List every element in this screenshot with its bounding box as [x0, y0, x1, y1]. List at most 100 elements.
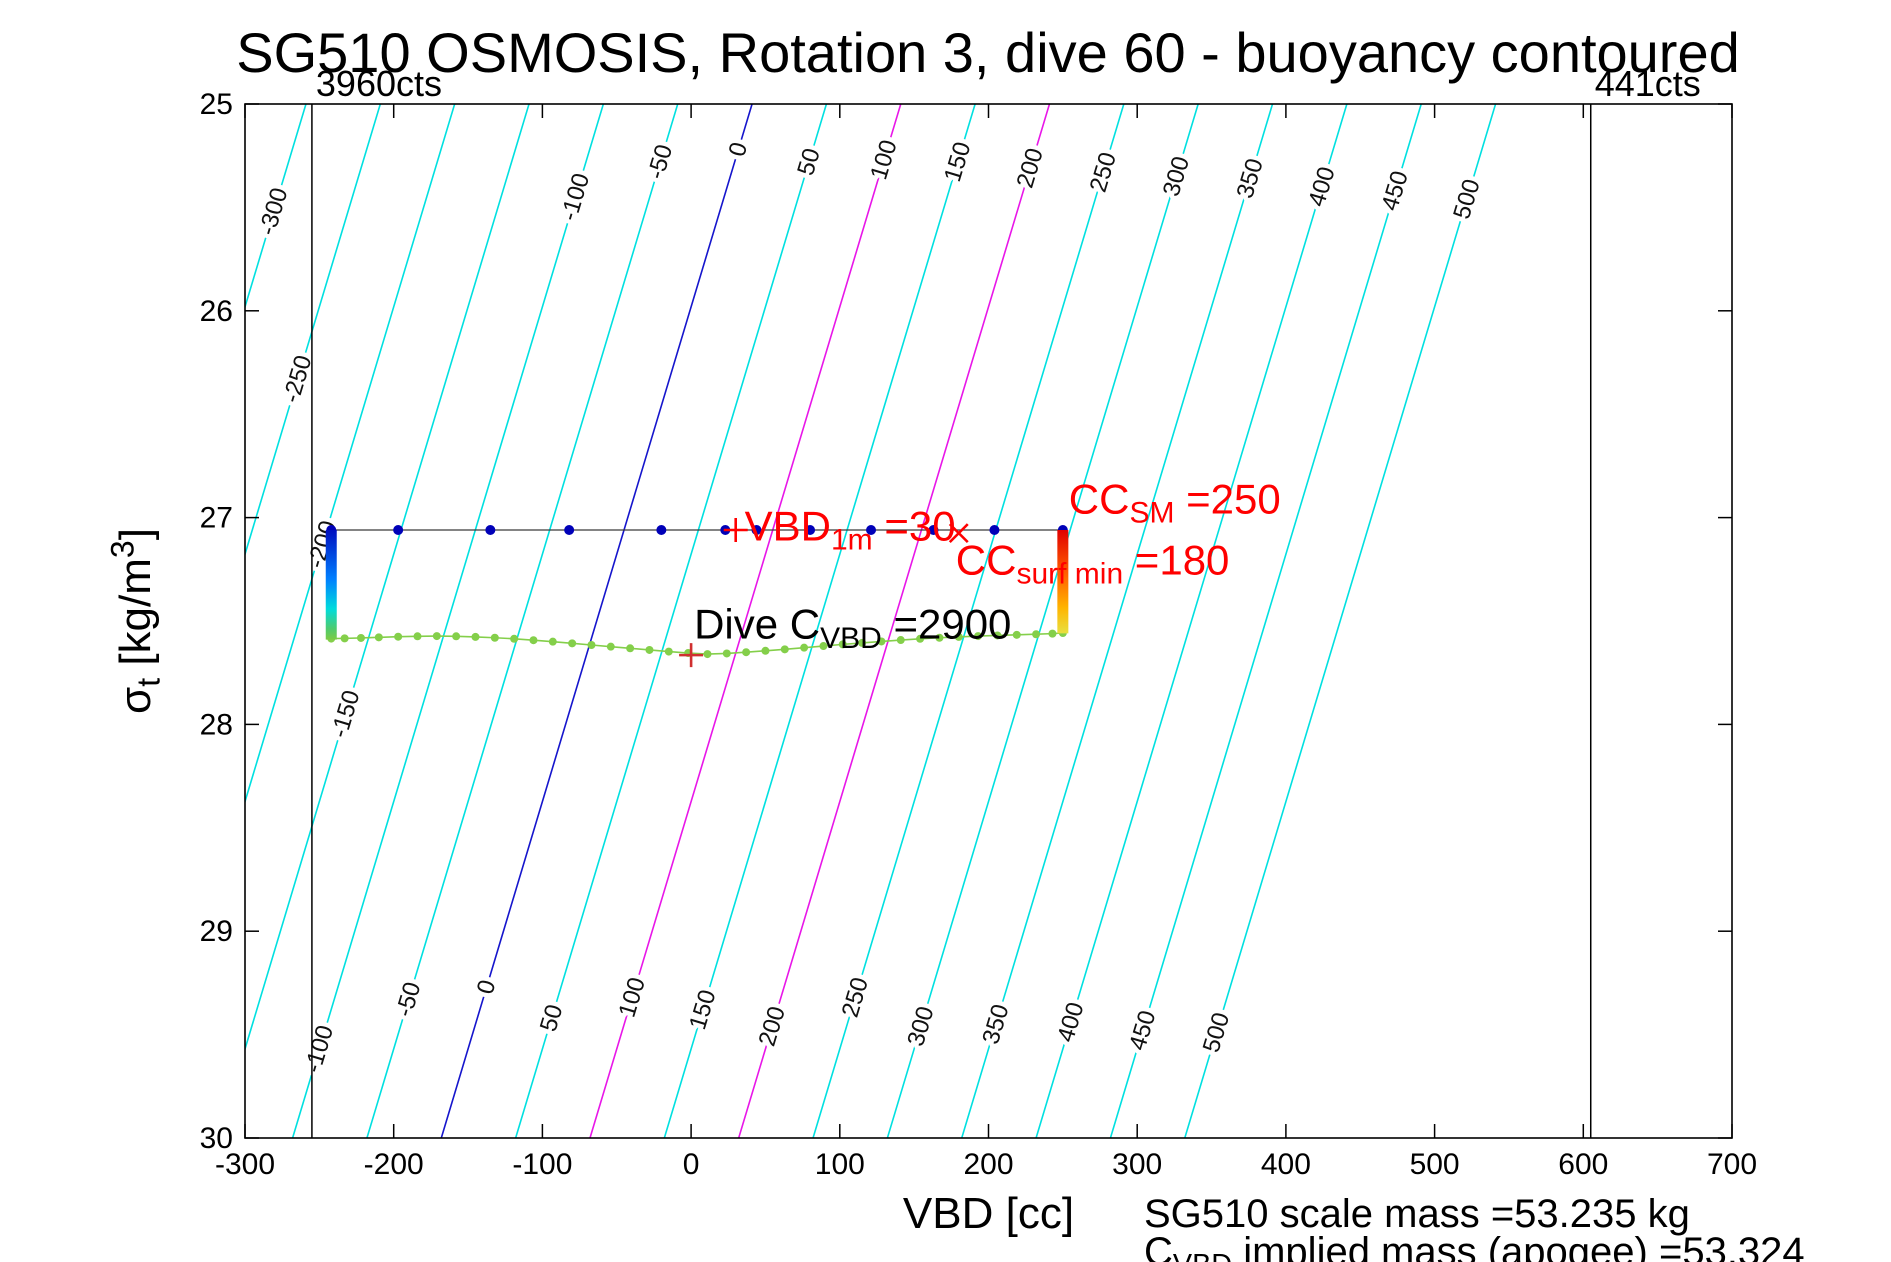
contour-line--200	[245, 104, 456, 805]
contour-label-50: 50	[535, 1001, 569, 1034]
x-tick-label: -300	[215, 1148, 275, 1181]
dive-cvbd-marker	[679, 643, 704, 668]
contour-line-500	[1184, 104, 1497, 1138]
surface-track-point	[564, 525, 575, 536]
contour-line-50	[514, 104, 828, 1138]
surface-track-point	[928, 525, 939, 536]
cc-surf-min-marker	[948, 523, 969, 544]
contour-label-500: 500	[1198, 1009, 1235, 1055]
dive-track-point	[993, 631, 1002, 640]
surface-track-point	[656, 525, 667, 536]
dive-track-point	[819, 642, 828, 651]
contour-label-100: 100	[614, 974, 651, 1020]
annotation-cc-surf-min: CCsurf min =180	[956, 536, 1230, 590]
contour-label-500: 500	[1448, 176, 1485, 222]
dive-track-point	[761, 646, 770, 655]
dive-track-point	[1048, 629, 1057, 638]
dive-track-point	[664, 647, 673, 656]
x-axis-label: VBD [cc]	[903, 1189, 1074, 1238]
vbd-1m-marker	[723, 518, 748, 543]
chart-title: SG510 OSMOSIS, Rotation 3, dive 60 - buo…	[236, 21, 1740, 84]
x-tick-label: 400	[1261, 1148, 1311, 1181]
dive-track-point	[645, 645, 654, 654]
dive-track-point	[356, 633, 365, 642]
y-axis-label: σt [kg/m3]	[104, 528, 166, 714]
contour-line-0	[440, 104, 753, 1138]
contour-line-200	[737, 104, 1051, 1138]
y-tick-label: 25	[200, 88, 233, 121]
dive-track-point	[954, 632, 963, 641]
contour-line--250	[245, 104, 382, 557]
dive-track-point	[1012, 630, 1021, 639]
scale-mass-text: SG510 scale mass =53.235 kg	[1144, 1192, 1690, 1236]
contour-label-150: 150	[684, 987, 721, 1033]
dive-track-point	[974, 632, 983, 641]
contour-line-250	[812, 104, 1125, 1138]
contour-label-250: 250	[1085, 149, 1122, 195]
dive-track-point	[471, 632, 480, 641]
contour-lines	[245, 104, 1497, 1138]
contour-line-150	[663, 104, 976, 1138]
dive-track-point	[1032, 630, 1041, 639]
dive-track-point	[800, 643, 809, 652]
contour-label-0: 0	[724, 139, 754, 160]
contour-label--100: -100	[556, 170, 596, 224]
dive-track-point	[587, 640, 596, 649]
limit-line-label-3960cts: 3960cts	[316, 63, 442, 104]
implied-mass-text: CVBD implied mass (apogee) =53.324	[1144, 1230, 1805, 1262]
surface-track-point	[393, 525, 404, 536]
dive-track-point	[490, 633, 499, 642]
surface-track-point	[866, 525, 877, 536]
dive-track-point	[838, 640, 847, 649]
contour-label-350: 350	[977, 1001, 1014, 1047]
contour-line-450	[1109, 104, 1422, 1138]
x-tick-label: -200	[364, 1148, 424, 1181]
contour-label-200: 200	[754, 1003, 791, 1049]
x-tick-label: 0	[683, 1148, 700, 1181]
contour-label-400: 400	[1303, 164, 1340, 210]
dive-track-point	[877, 637, 886, 646]
surface-track-point	[751, 525, 762, 536]
contour-label-300: 300	[902, 1003, 939, 1049]
annotation-dive-cvbd: Dive CVBD =2900	[694, 601, 1011, 655]
dive-track-point	[742, 648, 751, 657]
dive-track-point	[374, 633, 383, 642]
y-tick-label: 26	[200, 295, 233, 328]
dive-track-point	[548, 637, 557, 646]
contour-line-300	[886, 104, 1199, 1138]
contour-line--150	[245, 104, 530, 1052]
dive-track-point	[452, 632, 461, 641]
dive-track-point	[858, 638, 867, 647]
contour-line-100	[589, 104, 902, 1138]
contour-label--150: -150	[326, 687, 366, 741]
contour-label--50: -50	[642, 141, 678, 182]
x-tick-label: 300	[1112, 1148, 1162, 1181]
dive-track-point	[935, 633, 944, 642]
x-tick-label: 700	[1707, 1148, 1757, 1181]
limit-line-label-441cts: 441cts	[1595, 63, 1701, 104]
contour-line-400	[1035, 104, 1348, 1138]
dive-track-point	[394, 632, 403, 641]
contour-label-450: 450	[1124, 1007, 1161, 1053]
dive-track-point	[432, 632, 441, 641]
contour-label-450: 450	[1376, 168, 1413, 214]
y-tick-label: 27	[200, 502, 233, 535]
contour-label-300: 300	[1158, 153, 1195, 199]
surface-track-point	[989, 525, 1000, 536]
dive-track-point	[340, 634, 349, 643]
dive-track-point	[529, 636, 538, 645]
surface-track-point	[805, 525, 816, 536]
dive-track-point	[626, 644, 635, 653]
dive-track-point	[916, 634, 925, 643]
annotation-vbd-1m: VBD1m =30	[745, 502, 956, 556]
contour-line--300	[245, 104, 307, 310]
dive-track-point	[510, 634, 519, 643]
contour-label--50: -50	[391, 979, 427, 1020]
contour-label-100: 100	[865, 137, 902, 183]
contour-label-400: 400	[1052, 999, 1089, 1045]
contour-label-150: 150	[939, 139, 976, 185]
y-tick-label: 30	[200, 1122, 233, 1155]
dive-track-point	[413, 632, 422, 641]
